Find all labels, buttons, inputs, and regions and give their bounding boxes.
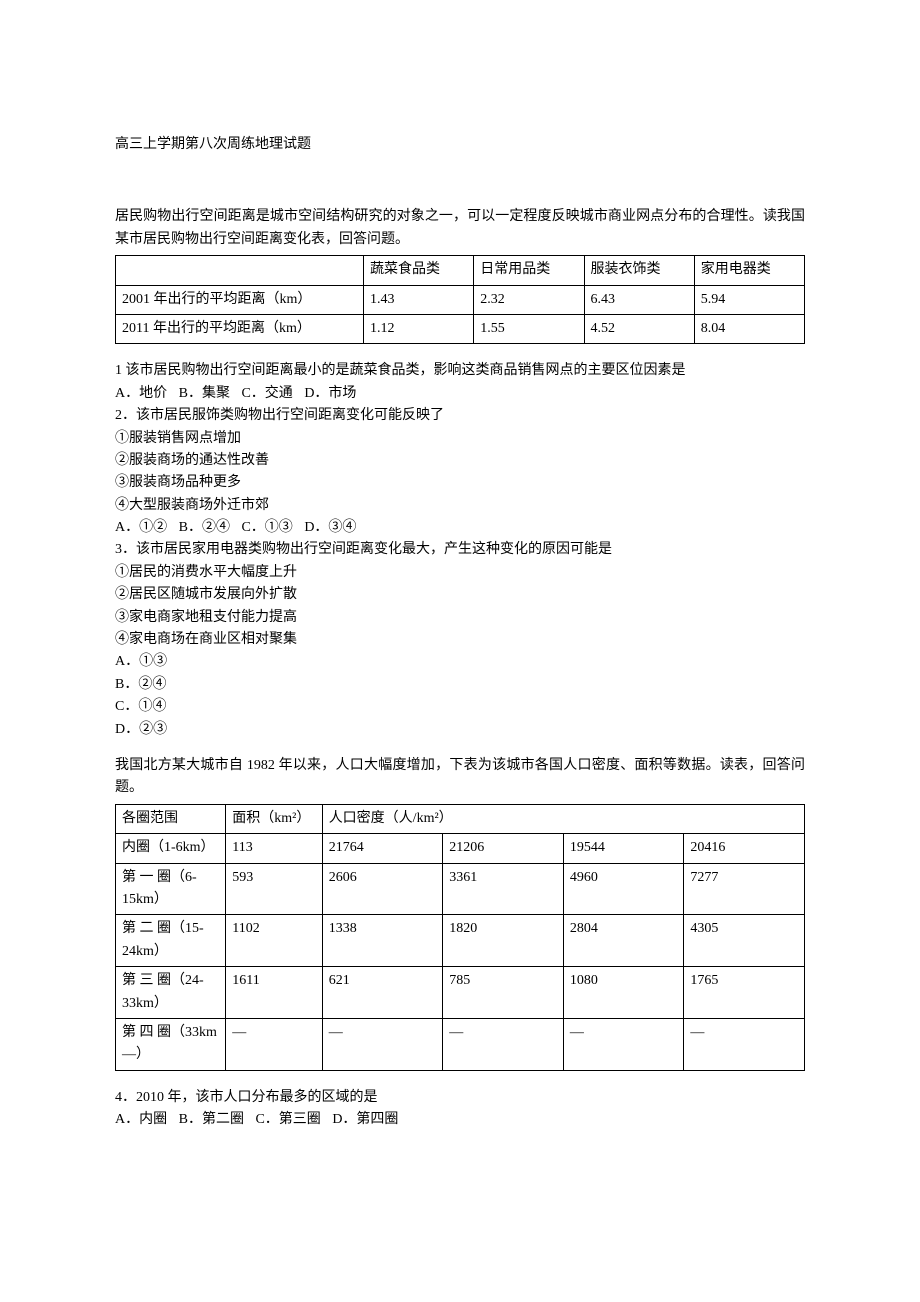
option: A．内圈	[115, 1112, 167, 1127]
table-cell: 19544	[563, 834, 684, 863]
table-cell: 2001 年出行的平均距离（km）	[116, 285, 364, 314]
question-item: ③服装商场品种更多	[115, 472, 805, 494]
table-cell: 2804	[563, 915, 684, 967]
table-cell: 1.12	[364, 314, 474, 343]
table-cell: —	[226, 1018, 322, 1070]
question-item: ③家电商家地租支付能力提高	[115, 607, 805, 629]
table-cell: 785	[443, 967, 564, 1019]
table-cell: —	[684, 1018, 805, 1070]
table-row: 第 一 圈（6-15km） 593 2606 3361 4960 7277	[116, 863, 805, 915]
question-options: A．①② B．②④ C．①③ D．③④	[115, 517, 805, 539]
option: B．集聚	[179, 386, 230, 401]
question-stem: 1 该市居民购物出行空间距离最小的是蔬菜食品类，影响这类商品销售网点的主要区位因…	[115, 360, 805, 382]
question-4: 4．2010 年，该市人口分布最多的区域的是 A．内圈 B．第二圈 C．第三圈 …	[115, 1087, 805, 1132]
table-cell: 家用电器类	[694, 256, 804, 285]
option: A．①②	[115, 520, 167, 535]
table-cell: 各圈范围	[116, 804, 226, 833]
option: D．第四圈	[332, 1112, 398, 1127]
question-item: ④家电商场在商业区相对聚集	[115, 629, 805, 651]
table-cell: 服装衣饰类	[584, 256, 694, 285]
question-item: ②居民区随城市发展向外扩散	[115, 584, 805, 606]
table-cell: 20416	[684, 834, 805, 863]
table-cell: —	[563, 1018, 684, 1070]
question-stem: 3．该市居民家用电器类购物出行空间距离变化最大，产生这种变化的原因可能是	[115, 539, 805, 561]
table-cell: 1102	[226, 915, 322, 967]
question-stem: 4．2010 年，该市人口分布最多的区域的是	[115, 1087, 805, 1109]
table-cell: 1.43	[364, 285, 474, 314]
table-cell: 2011 年出行的平均距离（km）	[116, 314, 364, 343]
option: D．市场	[304, 386, 356, 401]
table-cell: —	[443, 1018, 564, 1070]
table-cell: 内圈（1-6km）	[116, 834, 226, 863]
table-cell: 蔬菜食品类	[364, 256, 474, 285]
table-cell: 8.04	[694, 314, 804, 343]
option: B．②④	[179, 520, 230, 535]
question-1: 1 该市居民购物出行空间距离最小的是蔬菜食品类，影响这类商品销售网点的主要区位因…	[115, 360, 805, 405]
table-cell: 人口密度（人/km²）	[322, 804, 804, 833]
table-cell: 113	[226, 834, 322, 863]
table-row: 第 三 圈（24-33km） 1611 621 785 1080 1765	[116, 967, 805, 1019]
table-cell: 1611	[226, 967, 322, 1019]
question-options: A．地价 B．集聚 C．交通 D．市场	[115, 383, 805, 405]
table-cell: 1080	[563, 967, 684, 1019]
table-cell: 4.52	[584, 314, 694, 343]
table-cell	[116, 256, 364, 285]
table-cell: 面积（km²）	[226, 804, 322, 833]
table-cell: 第 二 圈（15-24km）	[116, 915, 226, 967]
intro-text-1: 居民购物出行空间距离是城市空间结构研究的对象之一，可以一定程度反映城市商业网点分…	[115, 206, 805, 251]
option: A．地价	[115, 386, 167, 401]
option: A．①③	[115, 651, 805, 673]
table-cell: 621	[322, 967, 443, 1019]
table-row: 2011 年出行的平均距离（km） 1.12 1.55 4.52 8.04	[116, 314, 805, 343]
table-shopping-distance: 蔬菜食品类 日常用品类 服装衣饰类 家用电器类 2001 年出行的平均距离（km…	[115, 255, 805, 344]
question-options: A．内圈 B．第二圈 C．第三圈 D．第四圈	[115, 1109, 805, 1131]
question-item: ④大型服装商场外迁市郊	[115, 495, 805, 517]
option: D．③④	[304, 520, 356, 535]
table-cell: 1820	[443, 915, 564, 967]
option: C．第三圈	[255, 1112, 320, 1127]
table-row: 蔬菜食品类 日常用品类 服装衣饰类 家用电器类	[116, 256, 805, 285]
option: C．①③	[241, 520, 292, 535]
question-3: 3．该市居民家用电器类购物出行空间距离变化最大，产生这种变化的原因可能是 ①居民…	[115, 539, 805, 741]
question-item: ①居民的消费水平大幅度上升	[115, 562, 805, 584]
table-cell: 第 四 圈（33km—）	[116, 1018, 226, 1070]
table-cell: 1765	[684, 967, 805, 1019]
table-cell: 3361	[443, 863, 564, 915]
question-item: ②服装商场的通达性改善	[115, 450, 805, 472]
option: B．②④	[115, 674, 805, 696]
question-stem: 2．该市居民服饰类购物出行空间距离变化可能反映了	[115, 405, 805, 427]
table-cell: 第 一 圈（6-15km）	[116, 863, 226, 915]
table-cell: 2.32	[474, 285, 584, 314]
table-cell: 5.94	[694, 285, 804, 314]
table-cell: 4960	[563, 863, 684, 915]
option: D．②③	[115, 719, 805, 741]
option: C．交通	[241, 386, 292, 401]
option: C．①④	[115, 696, 805, 718]
table-cell: 1338	[322, 915, 443, 967]
table-cell: 2606	[322, 863, 443, 915]
option: B．第二圈	[179, 1112, 244, 1127]
table-cell: 593	[226, 863, 322, 915]
table-row: 2001 年出行的平均距离（km） 1.43 2.32 6.43 5.94	[116, 285, 805, 314]
table-cell: 日常用品类	[474, 256, 584, 285]
question-2: 2．该市居民服饰类购物出行空间距离变化可能反映了 ①服装销售网点增加 ②服装商场…	[115, 405, 805, 539]
table-cell: —	[322, 1018, 443, 1070]
table-row: 各圈范围 面积（km²） 人口密度（人/km²）	[116, 804, 805, 833]
table-cell: 7277	[684, 863, 805, 915]
question-item: ①服装销售网点增加	[115, 428, 805, 450]
table-cell: 21206	[443, 834, 564, 863]
page-title: 高三上学期第八次周练地理试题	[115, 134, 805, 156]
table-cell: 4305	[684, 915, 805, 967]
table-cell: 1.55	[474, 314, 584, 343]
table-cell: 6.43	[584, 285, 694, 314]
table-row: 第 二 圈（15-24km） 1102 1338 1820 2804 4305	[116, 915, 805, 967]
table-row: 第 四 圈（33km—） — — — — —	[116, 1018, 805, 1070]
table-cell: 第 三 圈（24-33km）	[116, 967, 226, 1019]
intro-text-2: 我国北方某大城市自 1982 年以来，人口大幅度增加，下表为该城市各国人口密度、…	[115, 755, 805, 800]
table-row: 内圈（1-6km） 113 21764 21206 19544 20416	[116, 834, 805, 863]
table-cell: 21764	[322, 834, 443, 863]
table-population-density: 各圈范围 面积（km²） 人口密度（人/km²） 内圈（1-6km） 113 2…	[115, 804, 805, 1071]
